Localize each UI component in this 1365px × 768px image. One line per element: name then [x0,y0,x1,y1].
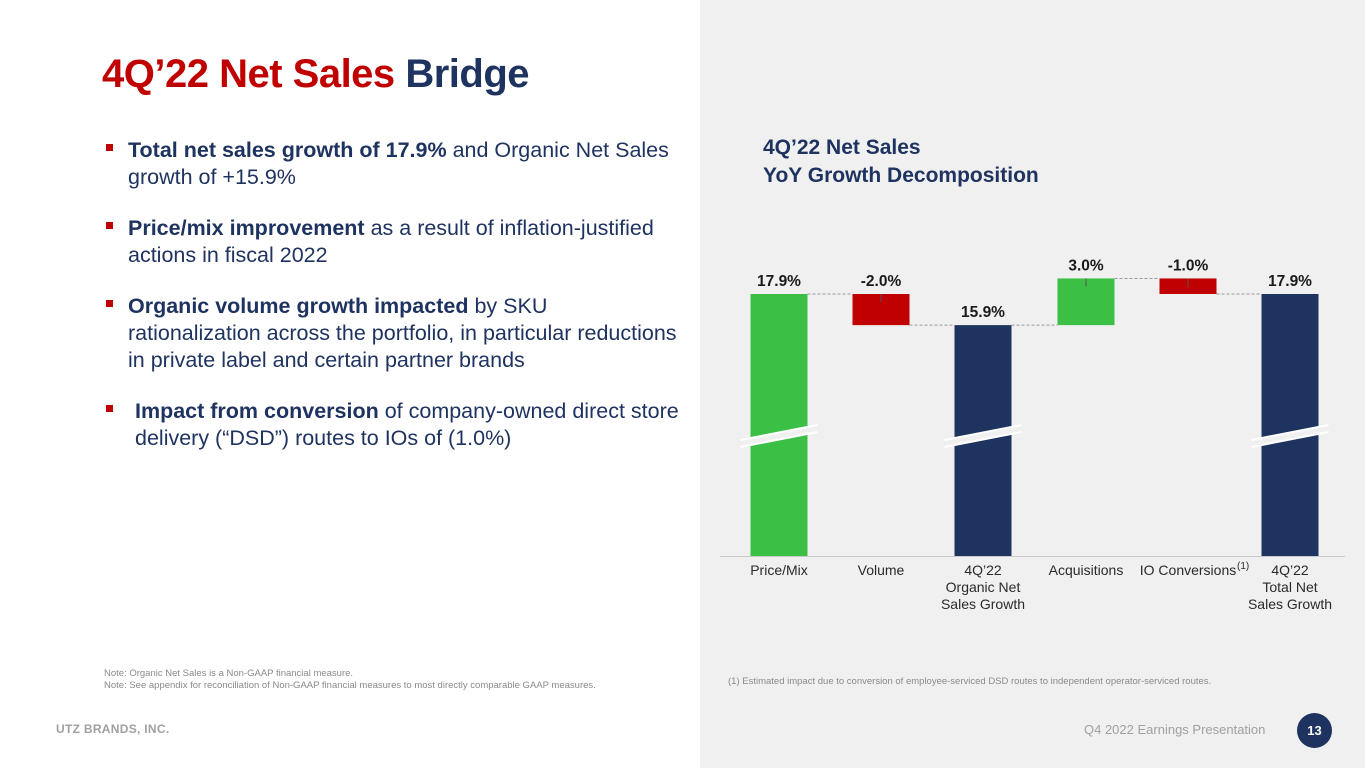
axis-break-line [1251,424,1329,441]
bullet-marker [106,405,113,412]
data-label: -1.0% [1168,257,1209,274]
category-label: Price/Mix [750,562,808,578]
note-non-gaap: Note: Organic Net Sales is a Non-GAAP fi… [104,668,354,679]
data-label: -2.0% [861,273,902,290]
bullet-bold-text: Impact from conversion [135,399,379,423]
data-label: 17.9% [1268,273,1312,290]
bullet-marker [106,300,113,307]
page-title: 4Q’22 Net Sales Bridge [102,52,529,97]
bullet-marker [106,144,113,151]
bullet-text: of company-owned direct store delivery (… [135,399,679,450]
title-rest: Bridge [405,52,529,96]
bullet-marker [106,222,113,229]
data-label: 15.9% [961,304,1005,321]
axis-break-line [740,431,818,448]
category-label: IO Conversions [1140,562,1236,578]
bullet-text: and Organic Net Sales growth of +15.9% [128,138,669,189]
bullet-bold-text: Total net sales growth of 17.9% [128,138,447,162]
chart-title: 4Q’22 Net Sales YoY Growth Decomposition [763,134,1039,190]
category-label: Acquisitions [1049,562,1124,578]
chart-subtitle-line: YoY Growth Decomposition [763,164,1039,187]
category-label: 4Q’22 Total Net Sales Growth [1248,562,1332,612]
chart-panel-background [700,0,1365,768]
axis-break-line [944,424,1022,441]
company-name: UTZ BRANDS, INC. [56,722,170,736]
chart-title-line: 4Q’22 Net Sales [763,136,921,159]
bullet-list: Total net sales growth of 17.9% and Orga… [104,137,679,476]
axis-break-gap [1251,425,1329,447]
page-number-badge: 13 [1297,713,1332,748]
bullet-item: Organic volume growth impacted by SKU ra… [104,293,679,374]
presentation-title: Q4 2022 Earnings Presentation [1084,722,1266,737]
data-label: 3.0% [1068,257,1104,274]
bullet-text: by SKU rationalization across the portfo… [128,294,677,372]
bullet-item: Price/mix improvement as a result of inf… [104,215,679,269]
bullet-bold-text: Price/mix improvement [128,216,365,240]
bullet-item: Impact from conversion of company-owned … [104,398,679,452]
bar [750,294,808,556]
category-label: Volume [858,562,905,578]
chart-footnote: (1) Estimated impact due to conversion o… [728,676,1212,687]
bullet-bold-text: Organic volume growth impacted [128,294,469,318]
notes: Note: Organic Net Sales is a Non-GAAP fi… [104,668,596,692]
waterfall-chart: 17.9% -2.0% 15.9% 3.0% -1.0% 17.9% Price/Mix Vo… [720,257,1345,612]
axis-break-gap [944,425,1022,447]
data-label: 17.9% [757,273,801,290]
axis-break-line [944,431,1022,448]
bullet-item: Total net sales growth of 17.9% and Orga… [104,137,679,191]
title-highlight: 4Q’22 Net Sales [102,52,395,96]
footnote-marker: (1) [1237,561,1249,572]
bullet-text: as a result of inflation-justified actio… [128,216,654,267]
bar [1261,294,1319,556]
note-reconciliation: Note: See appendix for reconciliation of… [104,680,596,691]
category-label: 4Q’22 Organic Net Sales Growth [941,562,1025,612]
axis-break-line [1251,431,1329,448]
axis-break-line [740,424,818,441]
axis-break-gap [740,425,818,447]
